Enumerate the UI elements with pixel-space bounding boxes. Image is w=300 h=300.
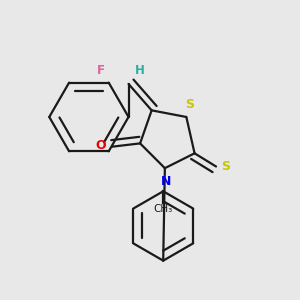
Text: S: S [185,98,194,111]
Text: CH₃: CH₃ [154,205,173,214]
Text: O: O [95,139,106,152]
Text: S: S [221,160,230,173]
Text: F: F [97,64,104,77]
Text: H: H [135,64,145,77]
Text: N: N [161,175,171,188]
